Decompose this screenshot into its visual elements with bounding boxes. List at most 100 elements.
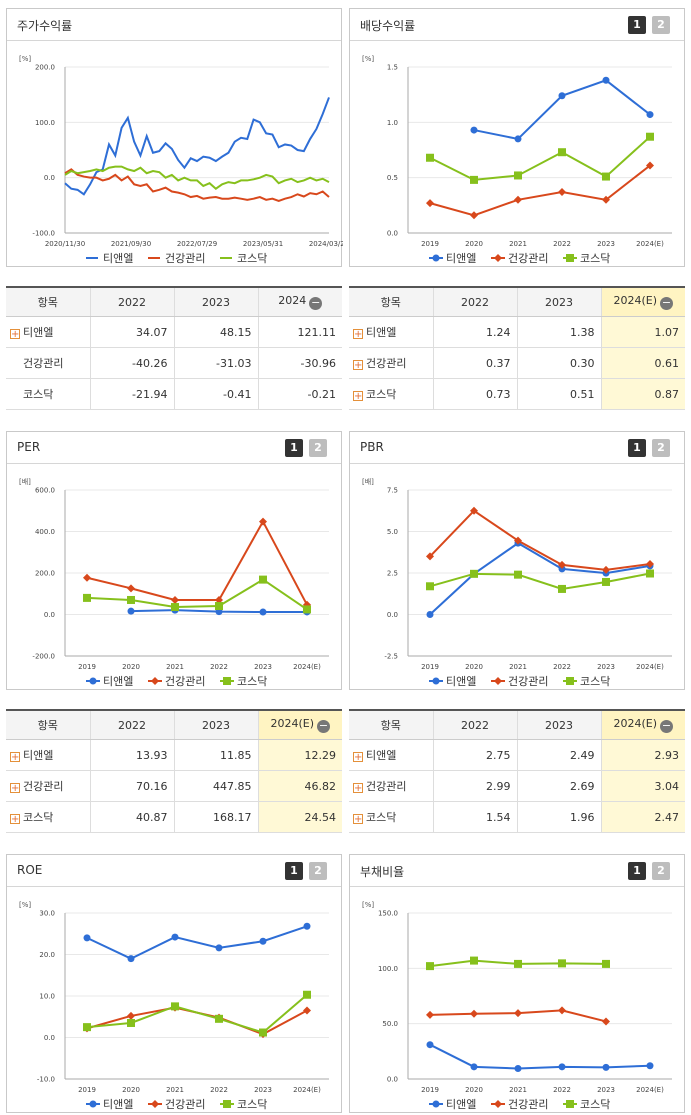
row-label-text: 티앤엘	[23, 326, 54, 339]
expand-plus-icon[interactable]: +	[353, 391, 363, 402]
data-point	[127, 595, 135, 604]
table-header-row: 항목 2022 2023 2024(E) −	[6, 710, 342, 740]
y-tick-label: 10.0	[39, 993, 55, 1001]
y-tick-label: 5.0	[387, 528, 398, 536]
col-header-label: 2024	[278, 294, 307, 307]
row-label-text: 코스닥	[23, 388, 54, 401]
y-tick-label: 2.5	[387, 570, 398, 578]
table-cell: 1.96	[516, 801, 601, 833]
expand-plus-icon[interactable]: +	[10, 752, 20, 763]
x-tick-label: 2022	[210, 663, 228, 671]
unit-label: [%]	[19, 901, 31, 909]
data-point	[602, 1063, 610, 1071]
x-tick-label: 2020	[465, 240, 483, 248]
expand-plus-icon[interactable]: +	[353, 360, 363, 371]
y-tick-label: 20.0	[39, 951, 55, 959]
table-cell: 1.38	[516, 316, 601, 348]
dividend-line-chart: [%] 1.5 1.0 0.5 0.0 2019 2020 2021 2022 2023 2024(…	[362, 55, 672, 265]
page-2-button[interactable]: 2	[652, 862, 670, 880]
data-point	[83, 593, 91, 602]
page-1-button[interactable]: 1	[628, 862, 646, 880]
unit-label: [%]	[19, 55, 31, 63]
x-tick-label: 2022	[553, 1086, 571, 1094]
page-2-button[interactable]: 2	[309, 862, 327, 880]
data-point	[558, 1006, 566, 1015]
y-tick-label: 200.0	[35, 64, 55, 72]
table-cell: 34.07	[89, 316, 174, 348]
row-label: + 코스닥	[349, 801, 433, 833]
row-label: + 건강관리	[349, 347, 433, 379]
y-tick-label: 0.0	[44, 1034, 55, 1042]
data-point	[83, 1023, 91, 1032]
table-row: + 건강관리 2.99 2.69 3.04	[349, 770, 685, 802]
expand-plus-icon[interactable]: +	[353, 783, 363, 794]
x-tick-label: 2022	[553, 240, 571, 248]
table-row: + 티앤엘 13.93 11.85 12.29	[6, 739, 342, 771]
pbr-chart-panel: PBR 1 2 [배] 7.5 5.0 2.5 0.0 -2.5 2019 2020 2021 2…	[349, 431, 685, 690]
x-tick-label: 2020	[465, 663, 483, 671]
data-point	[215, 1014, 223, 1023]
legend-label: 코스닥	[580, 1098, 610, 1111]
table-row: + 건강관리 0.37 0.30 0.61	[349, 347, 685, 379]
legend-label: 코스닥	[580, 675, 610, 688]
page-2-button[interactable]: 2	[652, 439, 670, 457]
legend-marker	[566, 254, 574, 262]
col-header: 2024(E) −	[600, 710, 685, 740]
legend-label: 티앤엘	[446, 675, 476, 688]
data-point	[426, 962, 434, 971]
data-point	[426, 153, 434, 162]
y-tick-label: -10.0	[37, 1076, 55, 1084]
page-2-button[interactable]: 2	[652, 16, 670, 34]
x-tick-label: 2023	[254, 663, 272, 671]
series-line	[86, 925, 308, 960]
expand-plus-icon[interactable]: +	[10, 814, 20, 825]
page-2-button[interactable]: 2	[309, 439, 327, 457]
col-header-label: 2024(E)	[270, 717, 315, 730]
col-header: 2022	[89, 287, 174, 317]
unit-label: [배]	[19, 477, 31, 486]
table-cell: 1.07	[600, 316, 685, 348]
data-point	[426, 199, 434, 208]
table-cell: 0.37	[432, 347, 517, 379]
page-1-button[interactable]: 1	[628, 439, 646, 457]
data-point	[602, 76, 610, 84]
table-cell: 40.87	[89, 801, 174, 833]
x-tick-label: 2019	[421, 663, 439, 671]
data-point	[558, 148, 566, 157]
collapse-minus-icon[interactable]: −	[309, 296, 323, 310]
table-cell: -40.26	[89, 347, 174, 379]
expand-plus-icon[interactable]: +	[353, 814, 363, 825]
row-label-text: 건강관리	[23, 780, 64, 793]
expand-plus-icon[interactable]: +	[353, 752, 363, 763]
page-1-button[interactable]: 1	[285, 439, 303, 457]
expand-plus-icon[interactable]: +	[10, 783, 20, 794]
data-point	[127, 607, 135, 615]
x-tick-label: 2020	[122, 663, 140, 671]
legend-marker	[432, 254, 440, 262]
per-chart-panel: PER 1 2 [배] 600.0 400.0 200.0 0.0 -200.0 2019 2…	[6, 431, 342, 690]
page-1-button[interactable]: 1	[285, 862, 303, 880]
x-tick-label: 2024(E)	[636, 1086, 664, 1094]
col-header: 2022	[432, 287, 517, 317]
collapse-minus-icon[interactable]: −	[317, 719, 331, 733]
y-tick-label: 1.5	[387, 64, 398, 72]
y-tick-label: 100.0	[378, 965, 398, 973]
collapse-minus-icon[interactable]: −	[660, 719, 674, 733]
data-point	[127, 955, 135, 963]
table-row: + 건강관리 70.16 447.85 46.82	[6, 770, 342, 802]
collapse-minus-icon[interactable]: −	[660, 296, 674, 310]
data-point	[426, 1041, 434, 1049]
legend-label: 코스닥	[237, 252, 267, 265]
data-point	[646, 1062, 654, 1070]
x-tick-label: 2024/03/29	[309, 240, 343, 248]
col-header: 2023	[173, 287, 258, 317]
x-tick-label: 2023	[597, 663, 615, 671]
col-header: 2023	[516, 287, 601, 317]
expand-plus-icon[interactable]: +	[353, 329, 363, 340]
page-1-button[interactable]: 1	[628, 16, 646, 34]
debt-ratio-chart-panel: 부채비율 1 2 [%] 150.0 100.0 50.0 0.0 2019 2020 202…	[349, 854, 685, 1113]
row-label: + 건강관리	[349, 770, 433, 802]
row-label-text: 티앤엘	[23, 749, 54, 762]
table-cell: 24.54	[257, 801, 342, 833]
expand-plus-icon[interactable]: +	[10, 329, 20, 340]
